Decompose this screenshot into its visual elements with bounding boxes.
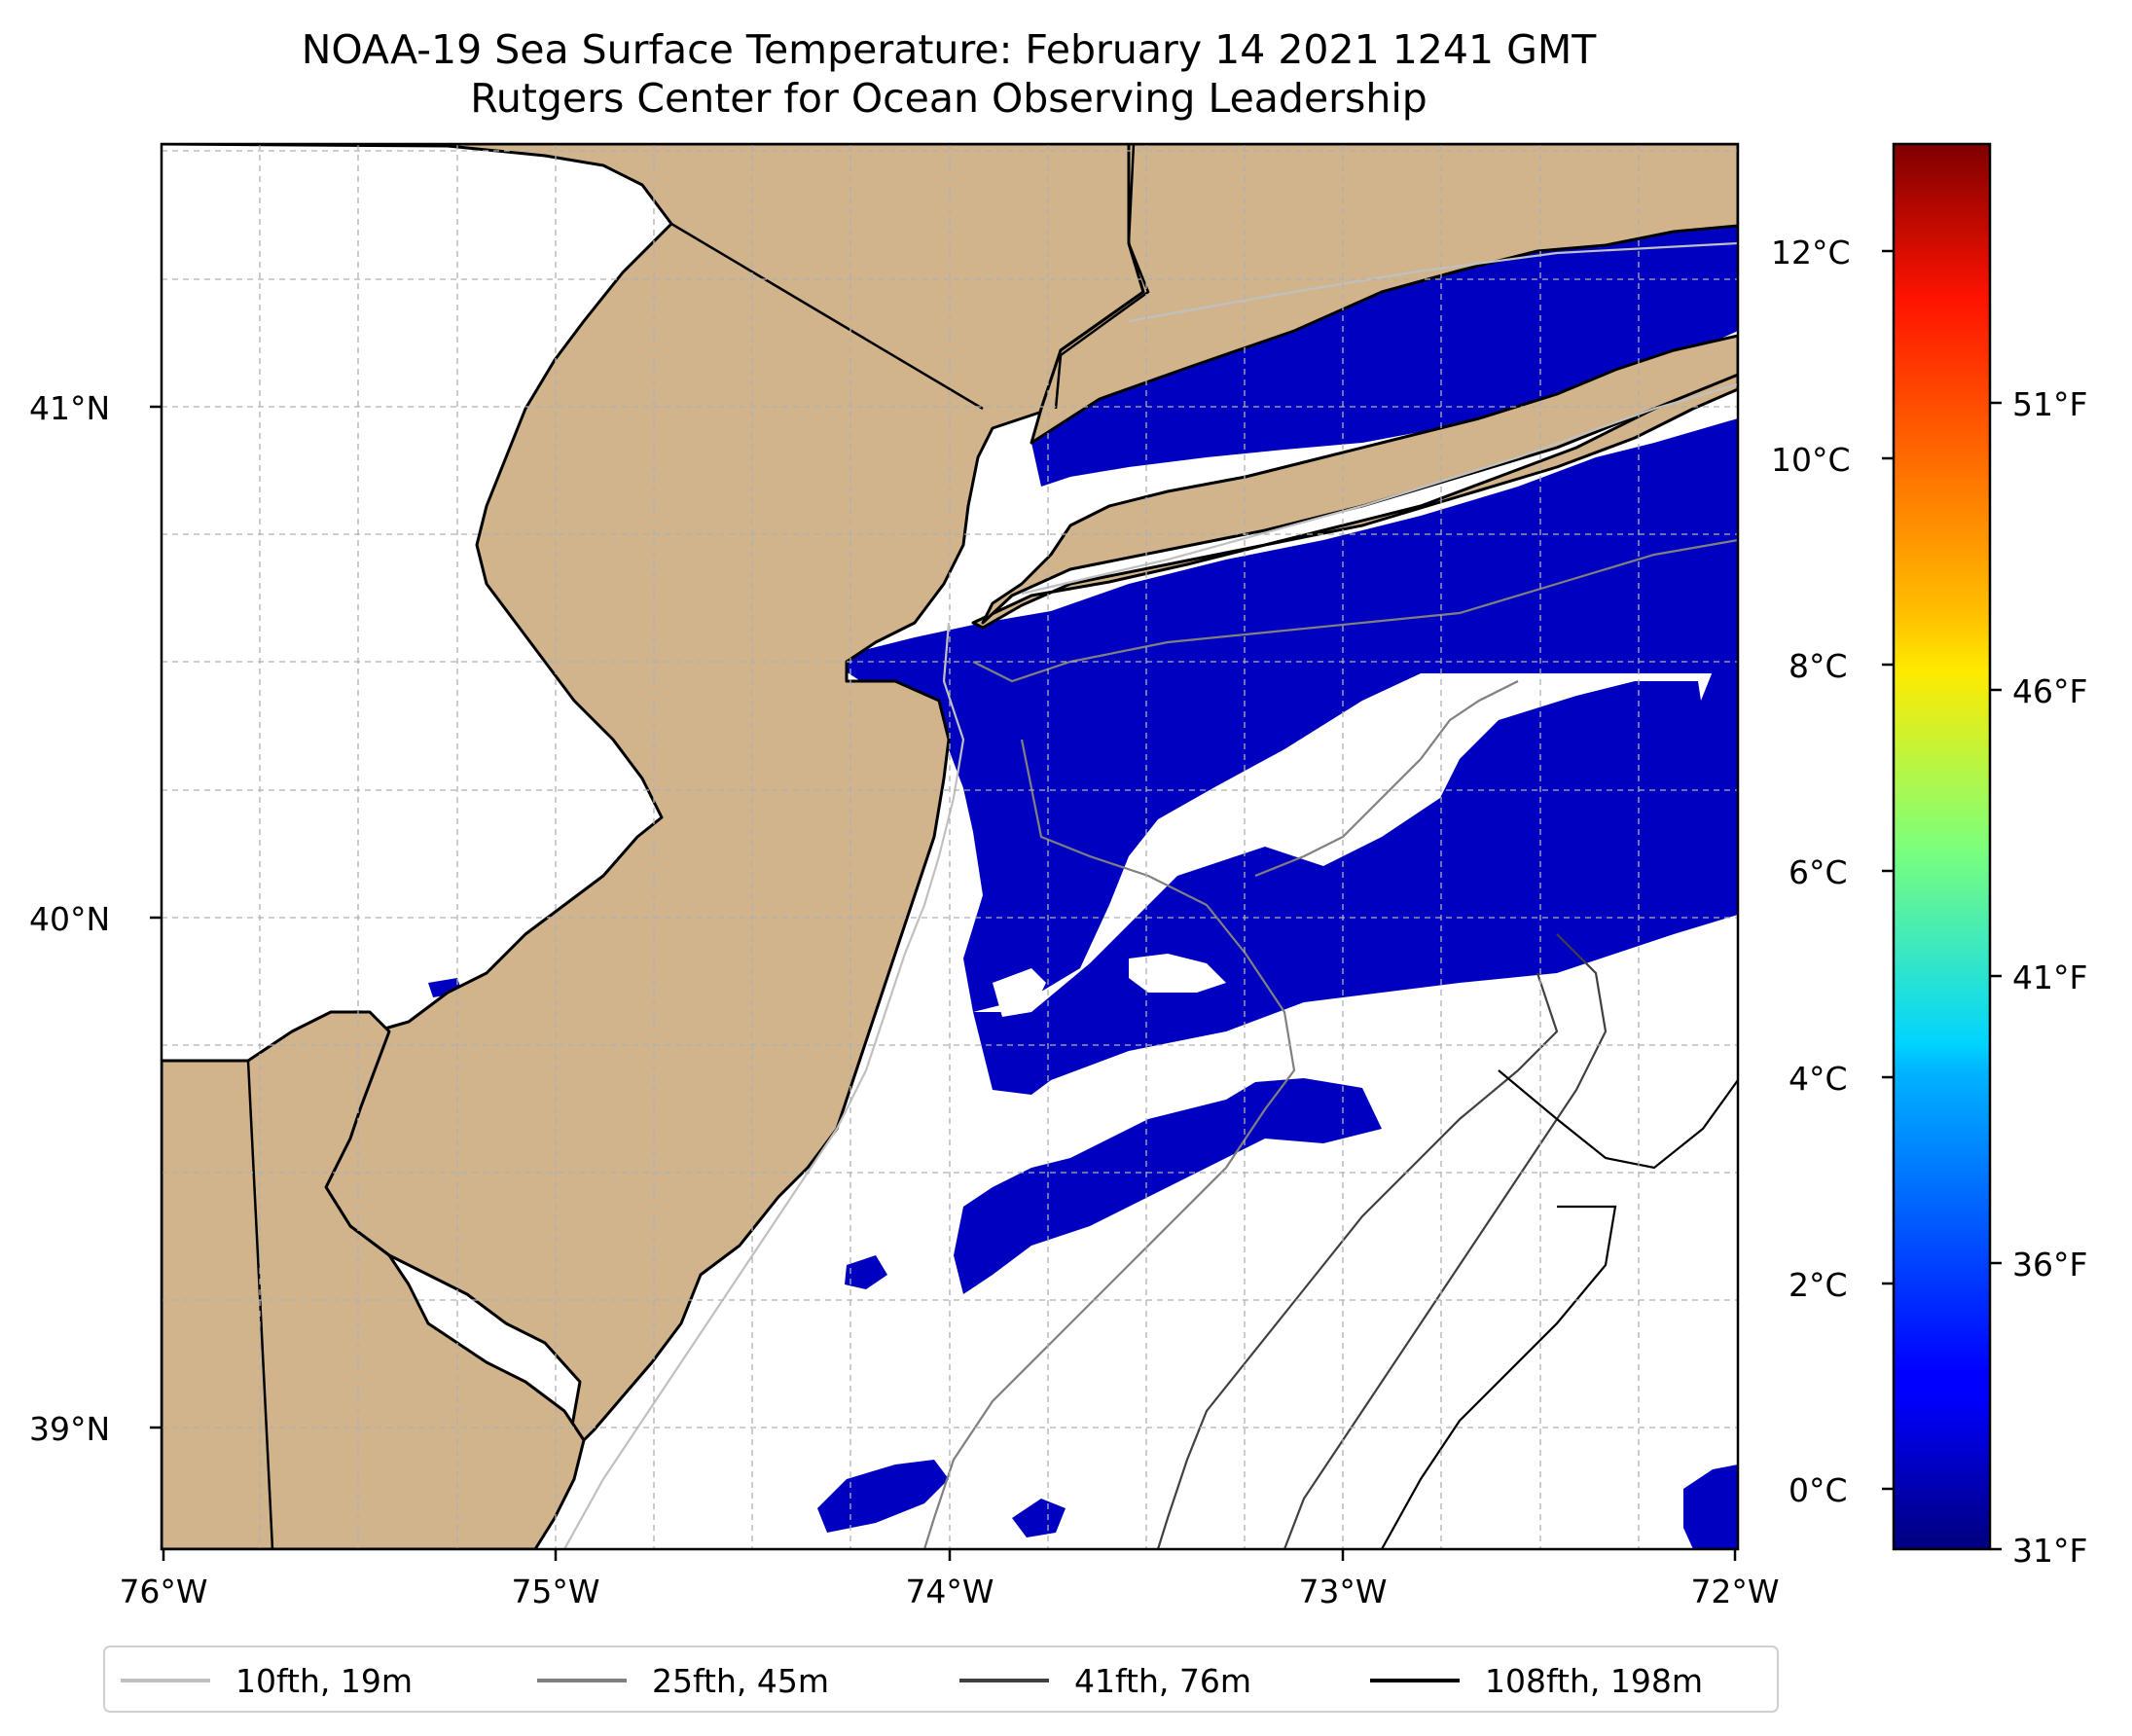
- cb-celsius-10: 10°C: [1771, 441, 1851, 479]
- state-borders: [162, 144, 1150, 1549]
- legend-label-41fth: 41fth, 76m: [1074, 1661, 1251, 1700]
- cb-celsius-6: 6°C: [1789, 853, 1848, 891]
- legend-label-10fth: 10fth, 19m: [235, 1661, 413, 1700]
- cb-fahrenheit-46: 46°F: [2012, 672, 2088, 710]
- axis-ticks: [150, 405, 1737, 1561]
- lon-label-72w: 72°W: [1690, 1573, 1780, 1610]
- cb-celsius-8: 8°C: [1789, 647, 1848, 685]
- title-line-1: NOAA-19 Sea Surface Temperature: Februar…: [301, 26, 1597, 73]
- lat-label-39n: 39°N: [29, 1410, 111, 1448]
- cb-fahrenheit-41: 41°F: [2012, 958, 2088, 996]
- cb-celsius-4: 4°C: [1789, 1060, 1848, 1098]
- lat-label-41n: 41°N: [29, 389, 111, 427]
- title-line-2: Rutgers Center for Ocean Observing Leade…: [470, 75, 1427, 122]
- legend-label-108fth: 108fth, 198m: [1485, 1661, 1703, 1700]
- lat-label-40n: 40°N: [29, 900, 111, 938]
- cb-fahrenheit-36: 36°F: [2012, 1246, 2088, 1284]
- legend-item-108fth: 108fth, 198m: [1370, 1659, 1703, 1702]
- cb-celsius-2: 2°C: [1789, 1266, 1848, 1304]
- cb-fahrenheit-51: 51°F: [2012, 385, 2088, 423]
- isobath-legend: 10fth, 19m 25fth, 45m 41fth, 76m 108fth,…: [103, 1646, 1779, 1713]
- colorbar: [1892, 142, 1992, 1551]
- bathymetry-contours: [563, 241, 1738, 1549]
- sst-no-data-gap: [993, 954, 1528, 1070]
- cb-celsius-12: 12°C: [1771, 234, 1851, 271]
- graticule: [162, 144, 1738, 1549]
- legend-swatch-25fth: [537, 1679, 627, 1682]
- legend-swatch-108fth: [1370, 1679, 1460, 1682]
- lon-label-73w: 73°W: [1298, 1573, 1388, 1610]
- legend-item-10fth: 10fth, 19m: [121, 1659, 413, 1702]
- colorbar-ticks: [1882, 249, 2002, 1551]
- cb-fahrenheit-31: 31°F: [2012, 1532, 2088, 1570]
- legend-swatch-10fth: [121, 1679, 210, 1682]
- landmass: [162, 144, 1738, 1549]
- lon-label-76w: 76°W: [119, 1573, 208, 1610]
- legend-item-41fth: 41fth, 76m: [959, 1659, 1251, 1702]
- lon-label-75w: 75°W: [511, 1573, 600, 1610]
- lon-label-74w: 74°W: [905, 1573, 994, 1610]
- map-title: NOAA-19 Sea Surface Temperature: Februar…: [0, 25, 1897, 123]
- legend-label-25fth: 25fth, 45m: [652, 1661, 829, 1700]
- legend-item-25fth: 25fth, 45m: [537, 1659, 829, 1702]
- cb-celsius-0: 0°C: [1789, 1471, 1848, 1509]
- legend-swatch-41fth: [959, 1679, 1049, 1682]
